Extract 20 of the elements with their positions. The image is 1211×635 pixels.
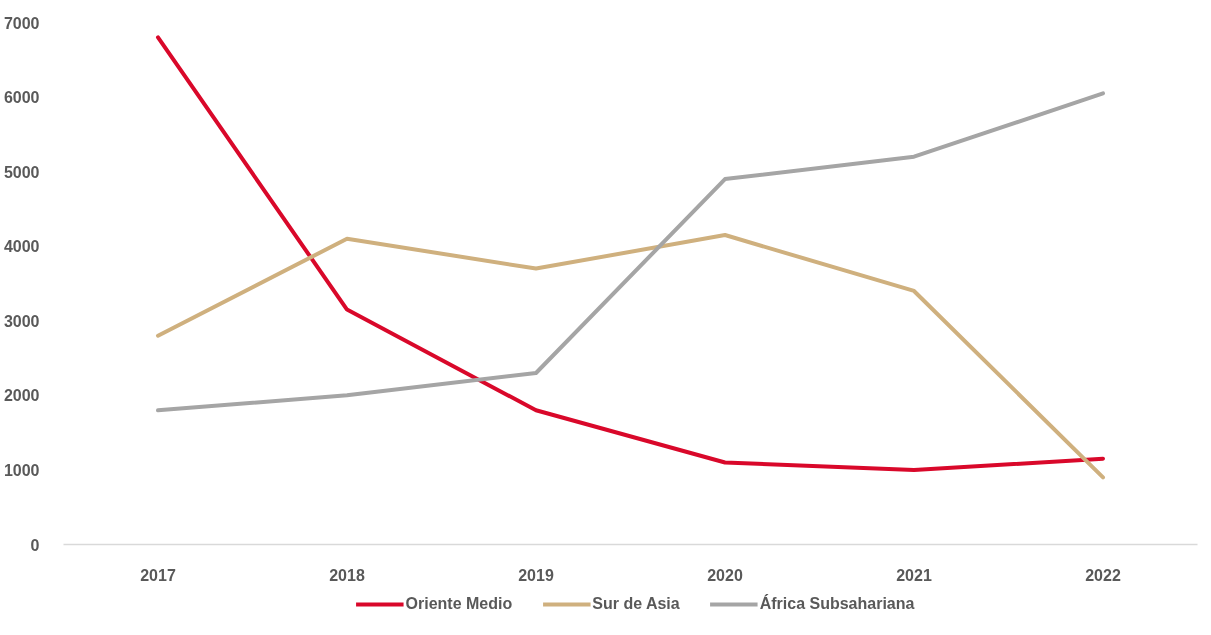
y-tick-label: 3000 xyxy=(3,312,40,330)
line-series xyxy=(156,233,1105,480)
y-tick-label: 2000 xyxy=(3,387,40,405)
y-tick-label: 7000 xyxy=(3,14,40,32)
legend-label: Sur de Asia xyxy=(592,595,680,613)
x-tick-label: 2019 xyxy=(518,566,554,584)
y-tick-label: 5000 xyxy=(3,163,40,181)
y-tick-label: 4000 xyxy=(3,238,40,256)
legend-label: África Subsahariana xyxy=(759,595,915,613)
x-tick-label: 2018 xyxy=(329,566,365,584)
line-series xyxy=(156,35,1105,472)
y-tick-label: 1000 xyxy=(3,461,40,479)
x-tick-label: 2020 xyxy=(707,566,743,584)
y-tick-label: 0 xyxy=(30,536,40,554)
x-tick-label: 2022 xyxy=(1085,566,1121,584)
legend-label: Oriente Medio xyxy=(405,595,513,613)
x-tick-label: 2021 xyxy=(896,566,932,584)
x-tick-label: 2017 xyxy=(140,566,176,584)
line-series xyxy=(156,91,1105,413)
y-tick-label: 6000 xyxy=(3,89,40,107)
